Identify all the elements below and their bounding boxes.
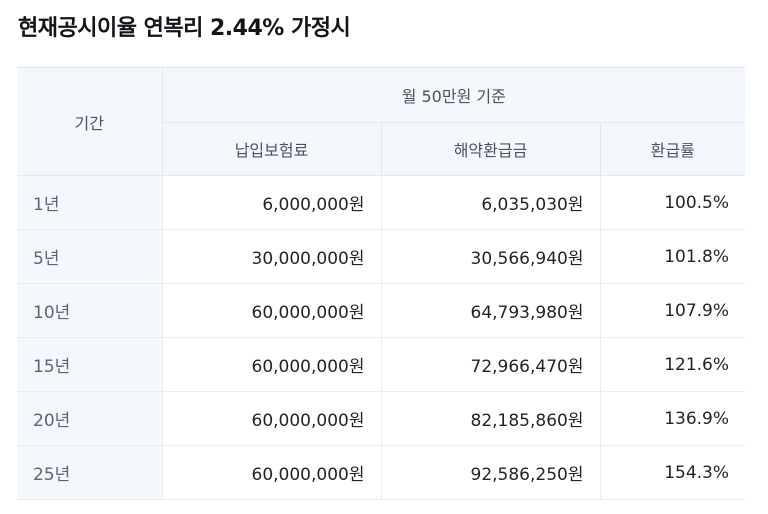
cell-surrender-value: 72,966,470원 xyxy=(380,337,600,392)
cell-surrender-value: 6,035,030원 xyxy=(380,175,600,230)
cell-refund-rate: 121.6% xyxy=(599,337,746,392)
table-header: 기간 월 50만원 기준 납입보험료 해약환급금 환급률 xyxy=(17,67,746,176)
header-period: 기간 xyxy=(17,67,162,176)
cell-period: 15년 xyxy=(17,337,162,392)
cell-premium-paid: 60,000,000원 xyxy=(161,283,381,338)
table-row: 5년 30,000,000원 30,566,940원 101.8% xyxy=(17,229,746,284)
header-refund-rate: 환급률 xyxy=(599,122,746,176)
cell-surrender-value: 30,566,940원 xyxy=(380,229,600,284)
cell-refund-rate: 136.9% xyxy=(599,391,746,446)
header-surrender-value: 해약환급금 xyxy=(380,122,600,176)
table-row: 20년 60,000,000원 82,185,860원 136.9% xyxy=(17,391,746,446)
cell-surrender-value: 92,586,250원 xyxy=(380,445,600,500)
cell-period: 10년 xyxy=(17,283,162,338)
header-group-monthly-500k: 월 50만원 기준 xyxy=(161,67,746,123)
table-row: 25년 60,000,000원 92,586,250원 154.3% xyxy=(17,445,746,500)
cell-premium-paid: 60,000,000원 xyxy=(161,391,381,446)
cell-refund-rate: 101.8% xyxy=(599,229,746,284)
table-row: 15년 60,000,000원 72,966,470원 121.6% xyxy=(17,337,746,392)
cell-premium-paid: 60,000,000원 xyxy=(161,445,381,500)
cell-period: 20년 xyxy=(17,391,162,446)
cell-period: 25년 xyxy=(17,445,162,500)
cell-refund-rate: 107.9% xyxy=(599,283,746,338)
table-body: 1년 6,000,000원 6,035,030원 100.5% 5년 30,00… xyxy=(17,175,746,500)
cell-surrender-value: 82,185,860원 xyxy=(380,391,600,446)
cell-premium-paid: 30,000,000원 xyxy=(161,229,381,284)
cell-premium-paid: 60,000,000원 xyxy=(161,337,381,392)
cell-surrender-value: 64,793,980원 xyxy=(380,283,600,338)
header-premium-paid: 납입보험료 xyxy=(161,122,381,176)
cell-premium-paid: 6,000,000원 xyxy=(161,175,381,230)
table-row: 10년 60,000,000원 64,793,980원 107.9% xyxy=(17,283,746,338)
cell-period: 5년 xyxy=(17,229,162,284)
page-title: 현재공시이율 연복리 2.44% 가정시 xyxy=(18,16,351,41)
table-row: 1년 6,000,000원 6,035,030원 100.5% xyxy=(17,175,746,230)
cell-period: 1년 xyxy=(17,175,162,230)
cell-refund-rate: 100.5% xyxy=(599,175,746,230)
cell-refund-rate: 154.3% xyxy=(599,445,746,500)
refund-rate-table: 기간 월 50만원 기준 납입보험료 해약환급금 환급률 1년 6,000,00… xyxy=(17,67,746,500)
